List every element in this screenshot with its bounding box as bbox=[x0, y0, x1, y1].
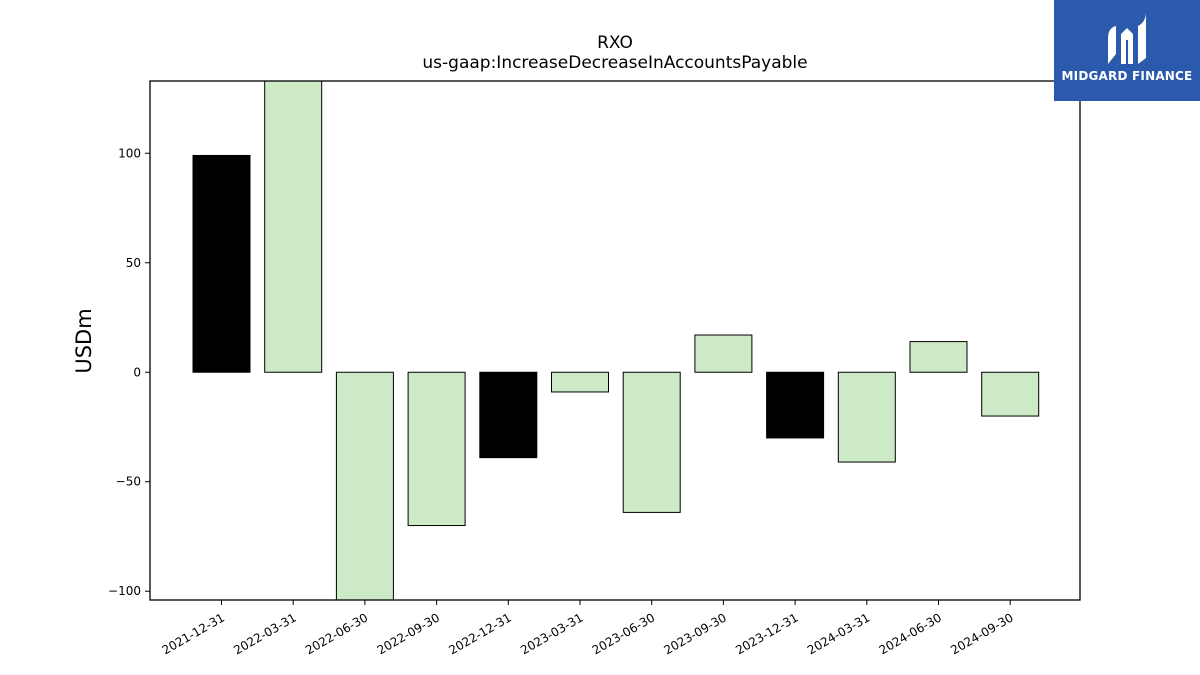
bar-2023-06-30 bbox=[622, 371, 681, 513]
y-tick-label: −50 bbox=[116, 475, 141, 489]
x-tick-label: 2022-03-31 bbox=[231, 610, 298, 657]
x-tick-label: 2023-09-30 bbox=[661, 610, 728, 657]
x-tick-label: 2022-09-30 bbox=[375, 610, 442, 657]
midgard-logo: MIDGARD FINANCE bbox=[1054, 0, 1200, 101]
chart-title: RXO bbox=[597, 33, 633, 53]
x-tick-label: 2024-09-30 bbox=[948, 610, 1015, 657]
y-tick-label: 100 bbox=[118, 146, 141, 160]
bar-2024-06-30 bbox=[909, 341, 968, 373]
y-tick-label: 50 bbox=[126, 256, 141, 270]
y-tick-label: −100 bbox=[108, 584, 141, 598]
x-tick-label: 2024-06-30 bbox=[877, 610, 944, 657]
x-tick-label: 2024-03-31 bbox=[805, 610, 872, 657]
x-tick-label: 2022-06-30 bbox=[303, 610, 370, 657]
y-tick-label: 0 bbox=[133, 365, 141, 379]
y-axis-label: USDm bbox=[72, 308, 96, 373]
x-tick-label: 2023-12-31 bbox=[733, 610, 800, 657]
x-tick-label: 2023-06-30 bbox=[590, 610, 657, 657]
logo-brand-text: MIDGARD FINANCE bbox=[1061, 69, 1193, 83]
bar-2022-12-31 bbox=[479, 371, 538, 459]
x-tick-label: 2023-03-31 bbox=[518, 610, 585, 657]
bar-2021-12-31 bbox=[192, 154, 251, 373]
bar-2022-03-31 bbox=[264, 81, 323, 373]
bar-2023-03-31 bbox=[551, 371, 609, 393]
midgard-logo-icon bbox=[1108, 12, 1146, 64]
bar-2022-06-30 bbox=[335, 371, 394, 600]
chart-subtitle: us-gaap:IncreaseDecreaseInAccountsPayabl… bbox=[422, 53, 807, 73]
x-tick-label: 2022-12-31 bbox=[446, 610, 513, 657]
bar-2023-12-31 bbox=[766, 371, 825, 439]
x-tick-label: 2021-12-31 bbox=[160, 610, 227, 657]
bar-2024-09-30 bbox=[981, 371, 1040, 417]
bar-2024-03-31 bbox=[837, 371, 896, 463]
bar-2022-09-30 bbox=[407, 371, 466, 527]
plot-frame bbox=[149, 80, 1081, 601]
bar-2023-09-30 bbox=[694, 334, 753, 373]
